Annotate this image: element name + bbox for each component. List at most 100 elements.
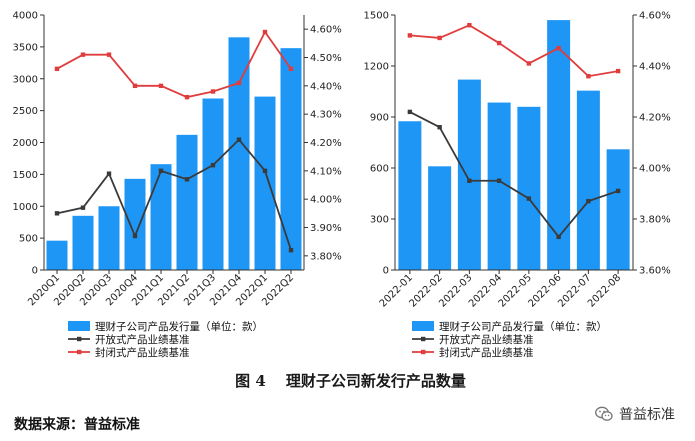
watermark: 普益标准	[595, 404, 675, 424]
wechat-icon	[595, 406, 613, 421]
y-tick-label-left: 3500	[13, 42, 38, 53]
y-tick-label-left: 1200	[364, 62, 389, 73]
bar	[398, 121, 422, 270]
y-tick-label-left: 1500	[13, 170, 38, 181]
bar	[124, 178, 146, 270]
y-tick-label-right: 4.20%	[639, 113, 671, 124]
line-point	[526, 61, 532, 66]
line-point	[288, 66, 294, 72]
line-point	[496, 178, 502, 183]
y-tick-label-left: 600	[370, 164, 389, 175]
line-point	[54, 66, 60, 72]
line-point	[236, 80, 242, 86]
legend-label: 开放式产品业绩基准	[439, 333, 534, 346]
line-point	[210, 162, 216, 168]
y-tick-label-right: 4.10%	[310, 166, 342, 177]
chart-2: 0 300 600 900 1200 1500 3.60% 3.80% 4.00% 4.20% 4.…	[364, 11, 671, 360]
legend-swatch-point	[421, 349, 426, 355]
y-tick-label-left: 500	[19, 234, 38, 245]
legend-swatch-point	[421, 336, 426, 342]
bar	[202, 98, 224, 270]
line-point	[407, 109, 413, 115]
line-point	[615, 68, 621, 74]
bar	[457, 79, 481, 270]
legend-swatch-point	[77, 336, 82, 342]
line-point	[184, 94, 190, 100]
y-tick-label-left: 300	[370, 215, 389, 226]
bar	[228, 37, 250, 270]
y-tick-label-right: 3.80%	[639, 215, 671, 226]
bar	[576, 90, 600, 271]
y-tick-label-right: 4.60%	[310, 25, 342, 36]
bar	[98, 206, 120, 270]
y-tick-label-right: 4.30%	[310, 110, 342, 121]
y-tick-label-left: 2000	[13, 138, 38, 149]
series-line	[409, 24, 619, 78]
bar	[254, 96, 276, 270]
line-point	[288, 247, 294, 253]
y-tick-label-right: 4.00%	[639, 164, 671, 175]
y-tick-label-right: 4.40%	[639, 62, 671, 73]
legend-swatch-point	[77, 349, 82, 355]
line-point	[236, 137, 242, 142]
bar	[428, 166, 452, 270]
y-tick-label-right: 4.50%	[310, 53, 342, 64]
bar	[517, 106, 541, 270]
line-point	[184, 177, 190, 182]
y-tick-label-right: 3.90%	[310, 223, 342, 234]
y-tick-label-left: 4000	[13, 11, 38, 22]
line-point	[132, 83, 138, 89]
bar	[176, 134, 198, 270]
line-point	[158, 168, 164, 174]
bar	[606, 149, 630, 270]
line-point	[437, 125, 442, 130]
y-tick-label-right: 4.00%	[310, 195, 342, 206]
line-point	[262, 29, 268, 35]
bar	[46, 240, 68, 270]
y-tick-label-right: 4.40%	[310, 81, 342, 92]
line-point	[467, 178, 472, 183]
bar	[72, 215, 94, 270]
line-point	[158, 83, 164, 89]
line-point	[615, 188, 621, 194]
line-point	[526, 196, 532, 201]
bar	[487, 102, 511, 270]
y-tick-label-left: 2500	[13, 106, 38, 117]
figure-label: 图 4	[235, 372, 266, 390]
line-point	[106, 52, 112, 57]
chart-1: 0 500 1000 1500 2000 2500 3000 3500 4000 3.80% 3.9…	[13, 11, 342, 360]
figure-caption: 图 4 理财子公司新发行产品数量	[0, 370, 695, 391]
bar	[280, 48, 302, 271]
y-tick-label-right: 4.60%	[639, 11, 671, 22]
y-tick-label-right: 3.60%	[639, 266, 671, 277]
legend-label: 开放式产品业绩基准	[95, 333, 190, 346]
data-source: 数据来源：普益标准	[14, 417, 140, 433]
legend-label: 理财子公司产品发行量（单位：款）	[95, 320, 263, 333]
legend-label: 封闭式产品业绩基准	[439, 346, 534, 359]
legend-swatch-bar	[412, 321, 434, 331]
line-point	[262, 168, 268, 174]
legend-swatch-bar	[68, 321, 90, 331]
series-line	[56, 30, 292, 99]
y-tick-label-right: 4.20%	[310, 138, 342, 149]
line-point	[106, 171, 112, 176]
line-point	[586, 74, 591, 79]
line-point	[496, 40, 502, 46]
watermark-text: 普益标准	[619, 407, 675, 423]
charts-canvas: 050010001500200025003000350040003.80%3.9…	[13, 11, 671, 360]
series-line	[56, 138, 292, 251]
y-tick-label-right: 3.80%	[310, 251, 342, 262]
line-point	[467, 23, 472, 28]
line-point	[210, 89, 216, 94]
line-point	[407, 33, 413, 38]
x-tick-label: 2022-08	[586, 272, 623, 309]
figure-title: 理财子公司新发行产品数量	[285, 372, 466, 390]
line-point	[132, 233, 138, 239]
y-tick-label-left: 900	[370, 113, 389, 124]
bar	[150, 164, 172, 270]
y-tick-label-left: 0	[383, 266, 389, 277]
series-line	[409, 111, 619, 239]
line-point	[80, 205, 86, 210]
legend-label: 封闭式产品业绩基准	[95, 346, 190, 359]
line-point	[80, 52, 86, 57]
